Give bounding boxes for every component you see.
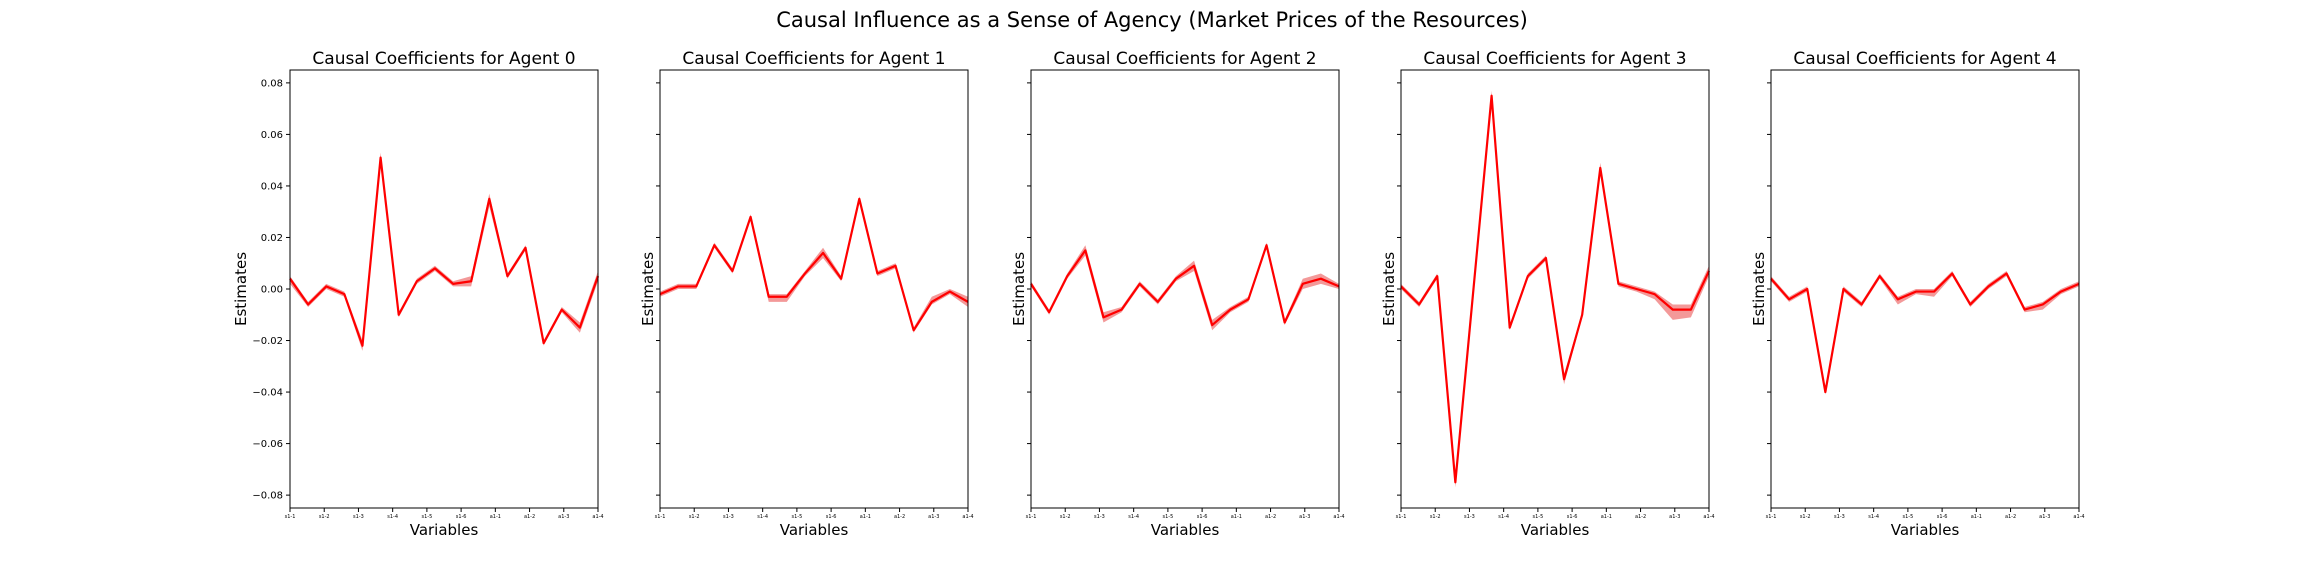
x-axis-label: Variables — [780, 521, 849, 539]
series-line — [1030, 244, 1340, 327]
x-tick-label: s1-1 — [1026, 514, 1037, 520]
x-tick-label: s1-2 — [1800, 514, 1811, 520]
y-axis-label: Estimates — [1750, 252, 1768, 326]
x-axis-label: Variables — [1151, 521, 1220, 539]
x-tick-label: s1-2 — [1430, 514, 1441, 520]
panel-title: Causal Coefficients for Agent 2 — [1053, 49, 1316, 69]
x-tick-label: s1-4 — [387, 514, 398, 520]
series-line — [289, 156, 600, 347]
x-tick-label: a1-4 — [2073, 514, 2084, 520]
y-axis-label: Estimates — [232, 252, 250, 326]
x-tick-label: s1-3 — [1464, 514, 1475, 520]
x-axis-label: Variables — [1521, 521, 1590, 539]
panel-agent-4: Causal Coefficients for Agent 4 Variable… — [1750, 49, 2085, 539]
x-tick-label: s1-2 — [1060, 514, 1071, 520]
panel-agent-2: Causal Coefficients for Agent 2 Variable… — [1010, 49, 1345, 539]
x-tick-label: a1-2 — [1635, 514, 1646, 520]
x-tick-label: s1-1 — [1396, 514, 1407, 520]
panel-title: Causal Coefficients for Agent 4 — [1793, 49, 2056, 69]
x-axis-label: Variables — [410, 521, 479, 539]
x-tick-label: s1-6 — [1197, 514, 1208, 520]
x-tick-label: a1-3 — [928, 514, 939, 520]
x-tick-label: s1-2 — [689, 514, 700, 520]
x-tick-label: s1-5 — [1162, 514, 1173, 520]
x-tick-label: a1-2 — [2005, 514, 2016, 520]
y-tick-label: −0.04 — [252, 388, 283, 399]
y-axis-label: Estimates — [1380, 252, 1398, 326]
y-tick-label: 0.02 — [261, 233, 283, 244]
panel-title: Causal Coefficients for Agent 3 — [1423, 49, 1686, 69]
x-tick-label: s1-3 — [723, 514, 734, 520]
x-tick-label: s1-2 — [319, 514, 330, 520]
x-tick-label: s1-4 — [1868, 514, 1879, 520]
panel-title: Causal Coefficients for Agent 1 — [682, 49, 945, 69]
y-axis-label: Estimates — [1010, 252, 1028, 326]
x-tick-label: s1-5 — [421, 514, 432, 520]
series-line — [1400, 94, 1710, 484]
x-tick-label: a1-1 — [1601, 514, 1612, 520]
x-tick-label: a1-4 — [962, 514, 973, 520]
x-tick-label: s1-1 — [655, 514, 666, 520]
x-tick-label: a1-2 — [524, 514, 535, 520]
x-tick-label: s1-3 — [1834, 514, 1845, 520]
x-tick-label: a1-4 — [592, 514, 603, 520]
x-tick-label: a1-1 — [1971, 514, 1982, 520]
x-tick-label: s1-5 — [1532, 514, 1543, 520]
figure-suptitle: Causal Influence as a Sense of Agency (M… — [776, 8, 1528, 32]
x-tick-label: s1-4 — [757, 514, 768, 520]
y-tick-label: −0.08 — [252, 491, 283, 502]
x-tick-label: s1-6 — [1567, 514, 1578, 520]
x-tick-label: a1-4 — [1703, 514, 1714, 520]
x-tick-label: a1-2 — [894, 514, 905, 520]
x-tick-label: a1-3 — [2039, 514, 2050, 520]
x-tick-label: s1-3 — [1094, 514, 1105, 520]
y-tick-label: 0.04 — [261, 181, 283, 192]
panel-agent-3: Causal Coefficients for Agent 3 Variable… — [1380, 49, 1715, 539]
panel-agent-0: Causal Coefficients for Agent 0 Variable… — [232, 49, 604, 539]
x-tick-label: s1-4 — [1498, 514, 1509, 520]
y-tick-label: 0.00 — [261, 285, 283, 296]
x-tick-label: s1-6 — [1937, 514, 1948, 520]
x-tick-label: s1-3 — [353, 514, 364, 520]
x-tick-label: a1-3 — [1669, 514, 1680, 520]
x-tick-label: s1-1 — [1766, 514, 1777, 520]
y-tick-label: 0.08 — [261, 78, 283, 89]
series-line — [659, 197, 969, 332]
panel-title: Causal Coefficients for Agent 0 — [312, 49, 575, 69]
x-tick-label: s1-6 — [456, 514, 467, 520]
x-tick-label: s1-4 — [1128, 514, 1139, 520]
y-tick-label: −0.06 — [252, 439, 283, 450]
x-tick-label: s1-6 — [826, 514, 837, 520]
y-axis-label: Estimates — [639, 252, 657, 326]
series-line — [1770, 272, 2080, 394]
y-tick-label: −0.02 — [252, 336, 283, 347]
x-tick-label: a1-3 — [558, 514, 569, 520]
y-tick-label: 0.06 — [261, 130, 283, 141]
x-axis-label: Variables — [1891, 521, 1960, 539]
x-tick-label: a1-3 — [1299, 514, 1310, 520]
x-tick-label: s1-1 — [285, 514, 296, 520]
x-tick-label: a1-4 — [1333, 514, 1344, 520]
x-tick-label: a1-1 — [1231, 514, 1242, 520]
panel-agent-1: Causal Coefficients for Agent 1 Variable… — [639, 49, 974, 539]
x-tick-label: a1-2 — [1265, 514, 1276, 520]
x-tick-label: s1-5 — [1902, 514, 1913, 520]
x-tick-label: s1-5 — [791, 514, 802, 520]
x-tick-label: a1-1 — [860, 514, 871, 520]
x-tick-label: a1-1 — [490, 514, 501, 520]
